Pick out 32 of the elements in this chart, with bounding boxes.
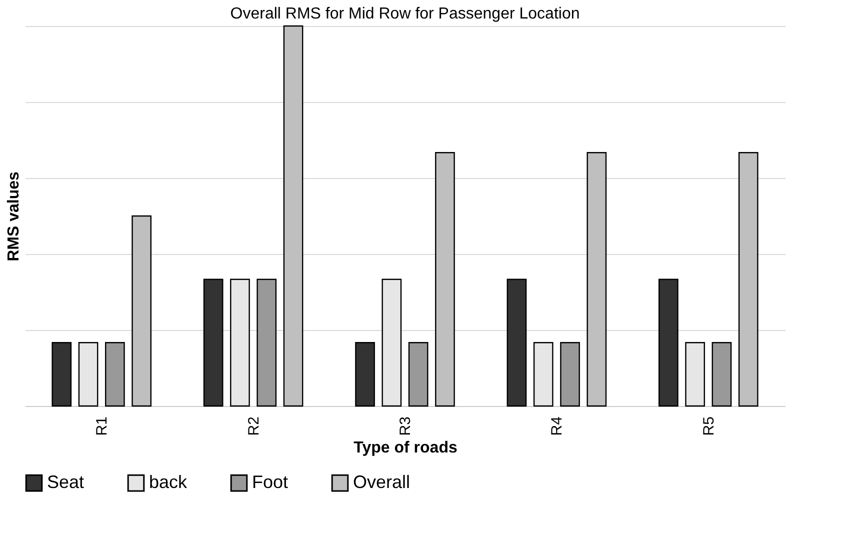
bar xyxy=(533,342,554,407)
bar xyxy=(283,25,304,407)
y-axis-title: RMS values xyxy=(6,171,22,262)
chart-title: Overall RMS for Mid Row for Passenger Location xyxy=(230,5,580,22)
bar xyxy=(203,278,224,407)
bar xyxy=(586,152,607,407)
bar xyxy=(506,278,527,407)
x-tick-label: R1 xyxy=(94,416,111,436)
bar xyxy=(658,278,678,407)
x-axis-title: Type of roads xyxy=(354,440,458,457)
bar xyxy=(230,278,250,407)
x-tick-label: R4 xyxy=(548,416,566,436)
bar xyxy=(435,152,455,407)
legend-label: back xyxy=(149,472,188,492)
bar xyxy=(408,342,428,407)
bar xyxy=(78,342,98,407)
bar xyxy=(256,278,277,407)
legend-label: Overall xyxy=(353,472,410,492)
bar xyxy=(355,342,375,407)
bar xyxy=(560,342,580,407)
x-tick-label: R5 xyxy=(700,416,718,436)
legend-label: Seat xyxy=(47,472,84,492)
bar xyxy=(685,342,705,407)
bar xyxy=(712,342,732,407)
bar xyxy=(132,215,152,407)
legend-label: Foot xyxy=(252,472,288,492)
bar xyxy=(105,342,125,407)
x-tick-label: R2 xyxy=(245,416,262,436)
x-tick-label: R3 xyxy=(397,416,414,436)
bar xyxy=(52,342,72,407)
bar xyxy=(382,278,402,407)
bar xyxy=(738,152,758,407)
